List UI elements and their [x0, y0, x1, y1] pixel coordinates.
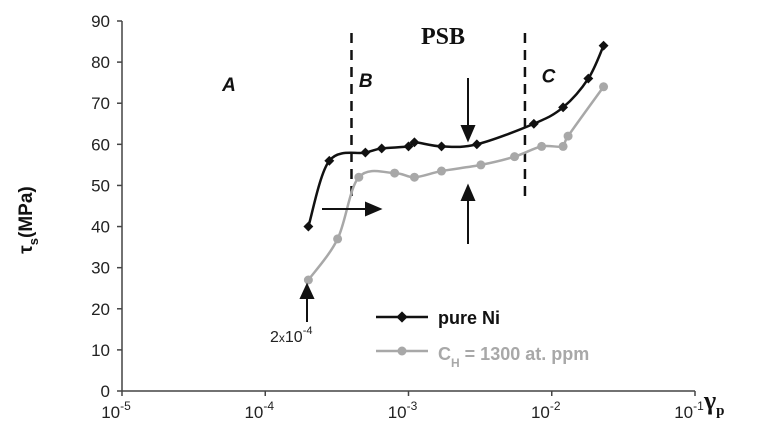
- annotation-arrows: [299, 78, 476, 322]
- y-tick-label: 80: [91, 53, 110, 72]
- data-point: [537, 141, 547, 151]
- y-tick-label: 30: [91, 259, 110, 278]
- legend: pure Ni CH = 1300 at. ppm: [376, 308, 589, 370]
- legend-label-pure-ni: pure Ni: [438, 308, 500, 328]
- threshold-label: 2x10-4: [270, 325, 312, 346]
- data-point: [558, 141, 568, 151]
- data-point: [403, 141, 414, 152]
- arrow-threshold-head: [299, 282, 315, 299]
- data-point: [303, 275, 313, 285]
- y-tick-label: 20: [91, 300, 110, 319]
- x-tick-exp: -4: [263, 399, 274, 413]
- y-ticks: 0 10 20 30 40 50 60 70 80 90: [91, 12, 122, 401]
- y-axis-label-rest: (MPa): [16, 186, 37, 238]
- legend-label-ch-rest: = 1300 at. ppm: [460, 344, 590, 364]
- y-axis-label: τs(MPa): [16, 186, 41, 253]
- data-point: [360, 147, 371, 158]
- y-tick-label: 40: [91, 218, 110, 237]
- region-labels: A B C: [221, 67, 556, 96]
- legend-label-ch-main: C: [438, 344, 451, 364]
- x-tick-base: 10: [244, 403, 263, 422]
- region-label: A: [221, 75, 236, 96]
- series-layer: [303, 40, 609, 285]
- data-point: [390, 168, 400, 178]
- data-point: [437, 166, 447, 176]
- data-point: [528, 118, 539, 129]
- legend-marker-pure-ni: [396, 311, 408, 323]
- data-point: [471, 139, 482, 150]
- series-line-1: [307, 86, 605, 281]
- arrow-right-head: [365, 201, 383, 217]
- data-point: [409, 137, 420, 148]
- y-axis-label-sub: s: [26, 238, 41, 245]
- data-point: [599, 82, 609, 92]
- data-point: [324, 155, 335, 166]
- threshold-base: 2: [270, 329, 279, 346]
- data-point: [303, 221, 314, 232]
- x-tick-label: 10-5: [101, 399, 131, 422]
- data-point: [563, 131, 573, 141]
- y-tick-label: 70: [91, 94, 110, 113]
- data-point: [409, 172, 419, 182]
- region-label: B: [359, 71, 373, 92]
- data-point: [583, 73, 594, 84]
- y-tick-label: 10: [91, 341, 110, 360]
- x-axis-label-main: γ: [703, 386, 716, 415]
- threshold-exp: -4: [303, 325, 313, 337]
- psb-label: PSB: [421, 24, 465, 50]
- x-tick-label: 10-3: [388, 399, 418, 422]
- data-point: [333, 234, 343, 244]
- x-tick-exp: -1: [693, 399, 704, 413]
- y-tick-label: 90: [91, 12, 110, 31]
- x-tick-base: 10: [674, 403, 693, 422]
- arrow-up-head: [460, 183, 476, 201]
- x-ticks: 10-5 10-4 10-3 10-2 10-1: [101, 391, 704, 422]
- data-point: [436, 141, 447, 152]
- legend-marker-ch: [397, 346, 407, 356]
- region-dividers: [350, 33, 527, 200]
- x-tick-label: 10-2: [531, 399, 561, 422]
- threshold-times: x: [279, 331, 285, 345]
- x-tick-exp: -2: [550, 399, 561, 413]
- data-point: [510, 152, 520, 162]
- y-tick-label: 60: [91, 135, 110, 154]
- arrow-down-head: [460, 125, 476, 143]
- data-point: [376, 143, 387, 154]
- data-point: [598, 40, 609, 51]
- x-axis-label: γp: [703, 386, 725, 419]
- x-axis-label-sub: p: [716, 403, 724, 419]
- threshold-pow-base: 10: [285, 329, 303, 346]
- data-point: [354, 172, 364, 182]
- data-point: [476, 160, 486, 170]
- region-label: C: [542, 67, 556, 88]
- x-tick-base: 10: [531, 403, 550, 422]
- y-tick-label: 50: [91, 176, 110, 195]
- x-tick-exp: -5: [120, 399, 131, 413]
- legend-label-ch: CH = 1300 at. ppm: [438, 344, 589, 370]
- data-point: [558, 102, 569, 113]
- x-tick-label: 10-1: [674, 399, 704, 422]
- y-tick-label: 0: [101, 382, 110, 401]
- x-tick-exp: -3: [407, 399, 418, 413]
- x-tick-label: 10-4: [244, 399, 274, 422]
- x-tick-base: 10: [101, 403, 120, 422]
- y-axis-label-main: τ: [16, 245, 37, 254]
- legend-label-ch-sub: H: [451, 356, 460, 370]
- x-tick-base: 10: [388, 403, 407, 422]
